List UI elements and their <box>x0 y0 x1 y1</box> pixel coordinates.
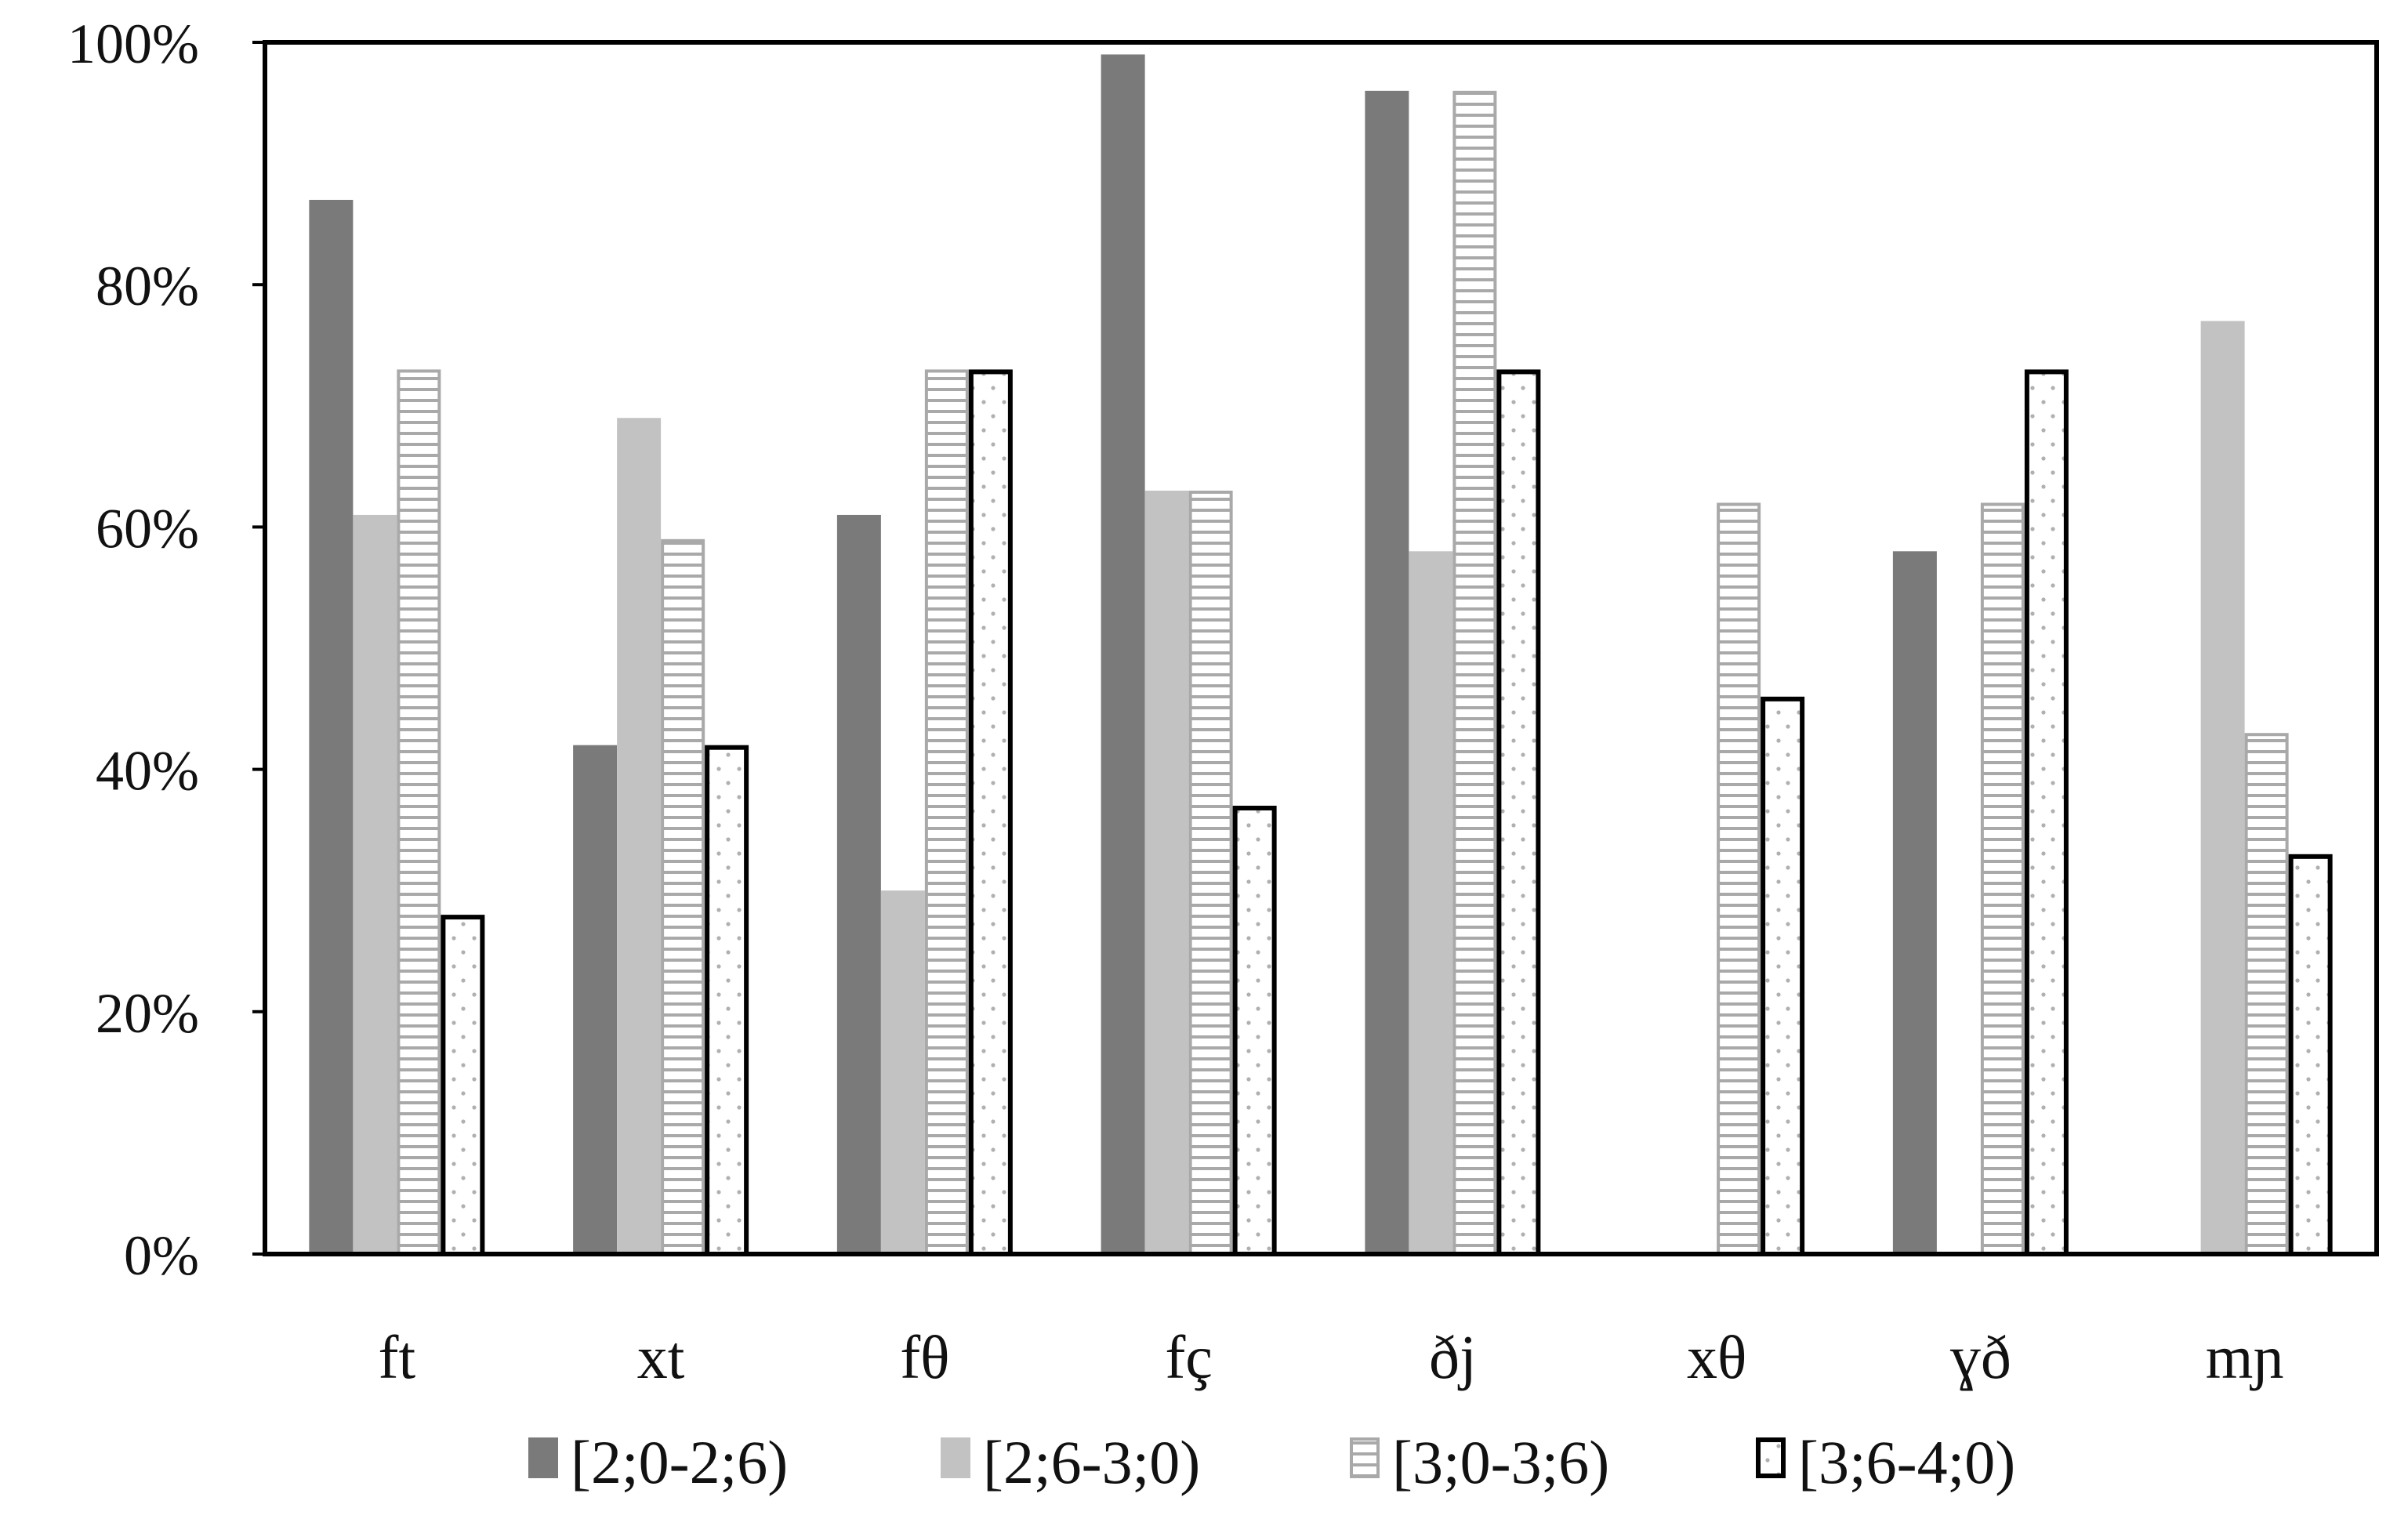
bars-layer <box>309 54 2333 1256</box>
bar-4-5 <box>1496 369 1541 1256</box>
x-axis: ft xt fθ fç ðj xθ ɣð mɲ <box>379 1323 2284 1391</box>
bar-2-8 <box>2200 321 2245 1255</box>
bar-4-1 <box>441 915 485 1256</box>
y-tick-label: 80% <box>96 255 199 317</box>
y-tick-label: 20% <box>96 982 199 1045</box>
y-tick-label: 0% <box>124 1224 199 1287</box>
y-axis: 0% 20% 40% 60% 80% 100% <box>67 13 265 1287</box>
y-tick-label: 40% <box>96 740 199 803</box>
legend-swatch-1 <box>528 1437 558 1478</box>
legend-label-2: [2;6-3;0) <box>983 1428 1200 1496</box>
bar-4-2 <box>705 745 749 1256</box>
bar-2-2 <box>617 418 662 1254</box>
x-category-label: fθ <box>900 1323 949 1391</box>
bar-1-3 <box>836 514 881 1254</box>
legend-swatch-3 <box>1350 1437 1380 1478</box>
bar-1-1 <box>309 199 354 1255</box>
legend-label-3: [3;0-3;6) <box>1392 1428 1609 1496</box>
bar-3-2 <box>661 538 705 1256</box>
bar-2-3 <box>880 890 925 1254</box>
bar-3-6 <box>1717 502 1761 1256</box>
x-category-label: mɲ <box>2206 1323 2284 1391</box>
y-tick-label: 100% <box>67 13 199 75</box>
legend-label-4: [3;6-4;0) <box>1798 1428 2015 1496</box>
bar-4-8 <box>2288 854 2333 1256</box>
legend-swatch-4 <box>1756 1437 1786 1478</box>
legend-label-1: [2;0-2;6) <box>571 1428 788 1496</box>
bar-4-6 <box>1761 696 1805 1256</box>
bar-1-5 <box>1365 90 1409 1255</box>
x-category-label: xt <box>637 1323 685 1391</box>
bar-2-4 <box>1144 491 1189 1254</box>
bar-3-1 <box>397 369 441 1256</box>
bar-3-4 <box>1188 491 1233 1256</box>
bar-4-3 <box>968 369 1013 1256</box>
bar-1-4 <box>1101 54 1145 1255</box>
x-category-label: fç <box>1165 1323 1213 1391</box>
y-tick-label: 60% <box>96 497 199 560</box>
plot-frame <box>263 40 2379 1256</box>
legend-swatch-2 <box>941 1437 970 1478</box>
bar-3-8 <box>2244 733 2289 1256</box>
legend: [2;0-2;6) [2;6-3;0) [3;0-3;6) [3;6-4;0) <box>528 1428 2015 1496</box>
x-category-label: ɣð <box>1950 1323 2011 1391</box>
bar-3-5 <box>1452 90 1497 1256</box>
bar-2-1 <box>353 514 397 1254</box>
bar-3-3 <box>924 369 969 1256</box>
bar-4-7 <box>2024 369 2069 1256</box>
x-category-label: xθ <box>1687 1323 1746 1391</box>
x-category-label: ðj <box>1429 1323 1477 1391</box>
bar-1-2 <box>573 745 618 1254</box>
x-category-label: ft <box>379 1323 416 1391</box>
bar-3-7 <box>1980 502 2025 1256</box>
bar-1-7 <box>1892 551 1937 1254</box>
bar-2-5 <box>1409 551 1453 1254</box>
bar-4-4 <box>1232 805 1277 1256</box>
